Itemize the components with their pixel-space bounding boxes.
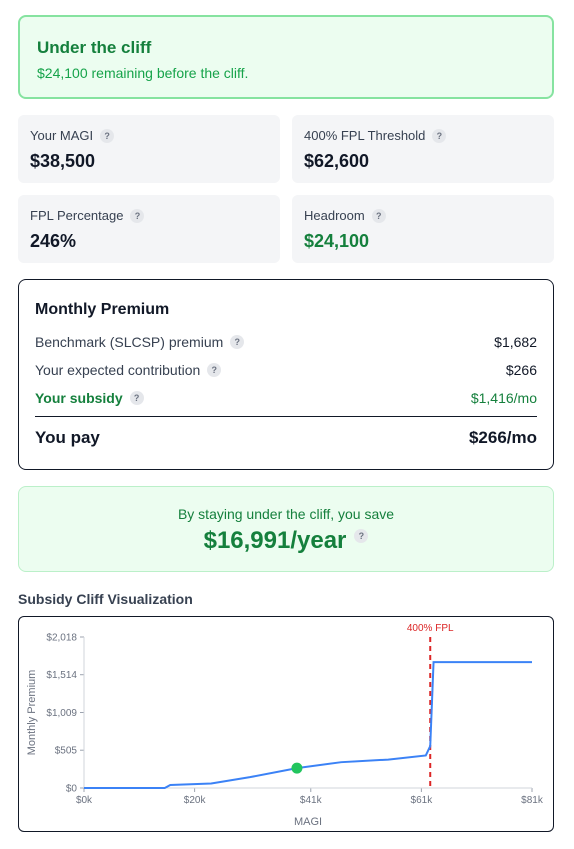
help-icon[interactable]: ? <box>100 129 115 143</box>
help-icon[interactable]: ? <box>230 335 245 349</box>
stat-card-fpl-threshold: 400% FPL Threshold ? $62,600 <box>292 115 554 183</box>
chart-svg: $0 $505 $1,009 $1,514 $2,018 $0k $20k $41k $61k… <box>26 623 544 828</box>
help-icon[interactable]: ? <box>432 129 447 143</box>
savings-amount: $16,991/year <box>203 527 347 554</box>
savings-text: By staying under the cliff, you save <box>177 506 395 522</box>
divider <box>35 416 537 417</box>
premium-series-line <box>84 661 532 789</box>
stat-value: $62,600 <box>304 151 370 171</box>
you-pay-value: $266/mo <box>468 428 537 447</box>
stat-label: Your MAGI <box>30 128 94 143</box>
y-tick-label: $2,018 <box>46 633 77 644</box>
current-magi-marker <box>291 762 303 774</box>
you-pay-row: You pay $266/mo <box>35 417 537 459</box>
help-icon[interactable]: ? <box>371 209 386 223</box>
x-tick-label: $0k <box>76 795 93 806</box>
x-tick-label: $41k <box>300 795 323 806</box>
row-value: $1,416/mo <box>470 390 537 406</box>
help-icon[interactable]: ? <box>130 209 145 223</box>
row-label: Your subsidy <box>35 390 123 406</box>
y-axis-label: Monthly Premium <box>26 670 38 756</box>
y-tick-label: $505 <box>55 746 78 757</box>
monthly-premium-panel: Monthly Premium Benchmark (SLCSP) premiu… <box>18 279 554 470</box>
row-label: Your expected contribution <box>35 362 201 378</box>
x-tick-label: $61k <box>411 795 434 806</box>
premium-title: Monthly Premium <box>35 301 170 318</box>
savings-panel: By staying under the cliff, you save $16… <box>18 486 554 572</box>
status-subtitle: $24,100 remaining before the cliff. <box>37 65 249 81</box>
premium-row-benchmark: Benchmark (SLCSP) premium ? $1,682 <box>35 328 537 356</box>
subsidy-cliff-chart: $0 $505 $1,009 $1,514 $2,018 $0k $20k $41k $61k… <box>18 616 554 832</box>
status-banner: Under the cliff $24,100 remaining before… <box>18 15 554 99</box>
visualization-title: Subsidy Cliff Visualization <box>18 591 193 607</box>
x-axis-label: MAGI <box>294 816 322 828</box>
row-value: $1,682 <box>494 334 537 350</box>
x-tick-label: $20k <box>184 795 207 806</box>
cliff-label: 400% FPL <box>407 623 454 634</box>
y-tick-label: $0 <box>66 784 78 795</box>
row-value: $266 <box>505 362 537 378</box>
stat-card-magi: Your MAGI ? $38,500 <box>18 115 280 183</box>
stat-value: $24,100 <box>304 231 370 251</box>
y-tick-label: $1,009 <box>46 708 77 719</box>
stat-label: FPL Percentage <box>30 208 124 223</box>
help-icon[interactable]: ? <box>129 391 144 405</box>
stat-value: $38,500 <box>30 151 96 171</box>
stat-card-fpl-percentage: FPL Percentage ? 246% <box>18 195 280 263</box>
stat-value: 246% <box>30 231 77 251</box>
premium-row-subsidy: Your subsidy ? $1,416/mo <box>35 384 537 412</box>
stat-card-headroom: Headroom ? $24,100 <box>292 195 554 263</box>
help-icon[interactable]: ? <box>354 529 369 543</box>
premium-row-contribution: Your expected contribution ? $266 <box>35 356 537 384</box>
row-label: Benchmark (SLCSP) premium <box>35 334 224 350</box>
x-tick-label: $81k <box>521 795 544 806</box>
stat-label: Headroom <box>304 208 365 223</box>
stat-label: 400% FPL Threshold <box>304 128 426 143</box>
help-icon[interactable]: ? <box>207 363 222 377</box>
y-tick-label: $1,514 <box>46 670 77 681</box>
you-pay-label: You pay <box>35 428 100 447</box>
status-title: Under the cliff <box>37 38 152 57</box>
